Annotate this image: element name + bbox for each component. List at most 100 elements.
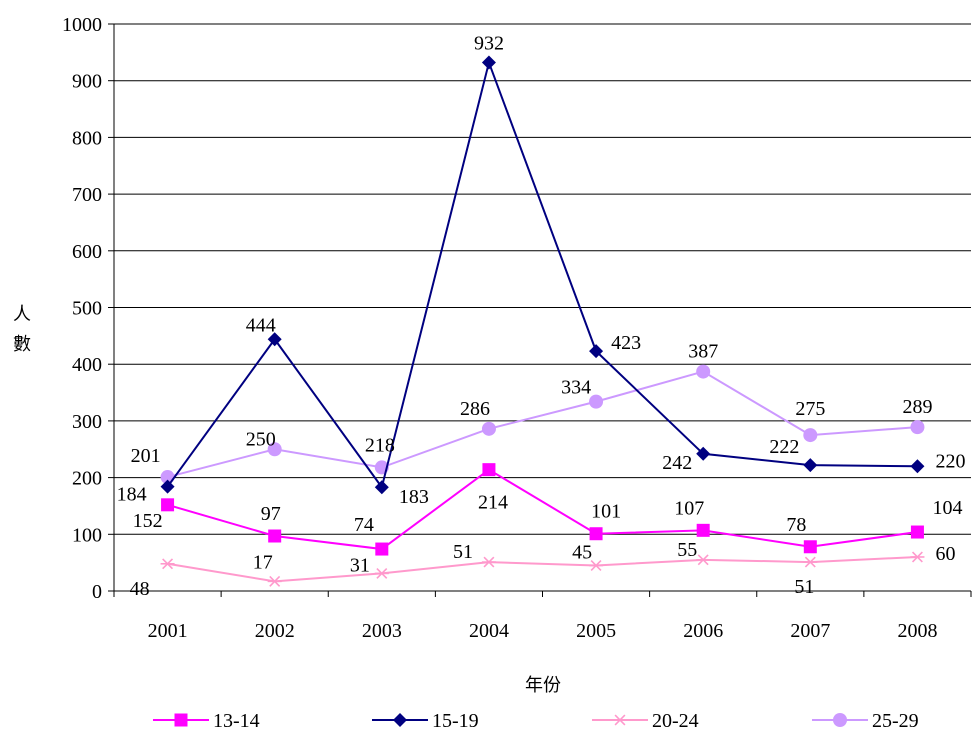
series-15-19: [160, 55, 925, 495]
data-point: [374, 480, 389, 495]
data-point: [910, 420, 925, 435]
y-tick-label: 100: [72, 524, 102, 546]
legend-label: 20-24: [652, 710, 699, 732]
x-tick-label: 2003: [362, 620, 402, 642]
data-label: 48: [130, 578, 150, 600]
y-axis-ticks: 0 100 200 300 400 500 600 700 800 900 1000: [62, 14, 102, 603]
x-tick-label: 2005: [576, 620, 616, 642]
data-point: [803, 556, 818, 568]
data-point: [589, 560, 604, 571]
legend-item-15-19: 15-19: [372, 710, 479, 732]
legend-label: 13-14: [213, 710, 260, 732]
data-point: [696, 364, 711, 379]
legend-label: 15-19: [432, 710, 479, 732]
data-label: 242: [662, 452, 692, 474]
data-label: 78: [786, 514, 806, 536]
data-label: 275: [795, 398, 825, 420]
data-point: [803, 540, 817, 554]
data-label: 97: [261, 503, 281, 525]
legend-label: 25-29: [872, 710, 919, 732]
data-point: [481, 556, 496, 568]
data-point: [696, 446, 711, 461]
y-tick-label: 0: [92, 581, 102, 603]
y-tick-label: 1000: [62, 14, 102, 36]
axes: [108, 23, 972, 597]
data-point: [910, 525, 924, 539]
data-label: 104: [932, 497, 962, 519]
x-tick-label: 2007: [790, 620, 830, 642]
y-tick-label: 900: [72, 71, 102, 93]
series-line: [166, 59, 918, 490]
data-label: 60: [935, 543, 955, 565]
x-axis-title: 年份: [525, 675, 561, 696]
legend-item-25-29: 25-29: [812, 710, 919, 732]
data-label: 387: [688, 341, 718, 363]
series-line: [167, 468, 918, 551]
y-tick-label: 600: [72, 241, 102, 263]
data-label: 220: [935, 450, 965, 472]
data-point: [803, 458, 818, 473]
legend-marker: [393, 713, 407, 727]
x-tick-label: 2008: [897, 620, 937, 642]
data-point: [375, 542, 389, 556]
data-point: [267, 442, 282, 457]
data-point: [374, 567, 389, 579]
data-label: 74: [354, 514, 374, 536]
x-tick-label: 2001: [148, 620, 188, 642]
y-tick-label: 300: [72, 411, 102, 433]
legend: 13-14 15-19 20-24 25-29: [153, 710, 919, 732]
data-label: 31: [350, 554, 370, 576]
data-point: [910, 459, 925, 474]
data-label: 152: [133, 510, 163, 532]
data-point: [161, 498, 175, 512]
data-label: 201: [131, 445, 161, 467]
data-point: [481, 55, 496, 70]
data-label: 286: [460, 398, 490, 420]
data-point: [589, 527, 603, 541]
data-label: 184: [117, 484, 147, 506]
data-point: [482, 463, 496, 477]
x-axis-ticks: 2001 2002 2003 2004 2005 2006 2007 2008: [148, 620, 938, 642]
y-axis-title: 人數: [13, 304, 31, 355]
data-label: 17: [253, 551, 273, 573]
data-point: [910, 551, 925, 563]
series-20-24: [160, 551, 925, 587]
y-tick-label: 400: [72, 354, 102, 376]
data-label: 51: [453, 541, 473, 563]
y-tick-label: 200: [72, 468, 102, 490]
legend-marker: [174, 713, 188, 727]
data-label: 218: [365, 434, 395, 456]
data-point: [696, 523, 710, 537]
data-point: [160, 558, 175, 570]
data-label: 334: [561, 377, 591, 399]
data-label: 107: [674, 497, 704, 519]
data-label: 289: [902, 396, 932, 418]
y-tick-label: 700: [72, 184, 102, 206]
data-label: 51: [794, 576, 814, 598]
legend-marker: [613, 714, 627, 726]
y-tick-label: 500: [72, 298, 102, 320]
x-tick-label: 2004: [469, 620, 509, 642]
data-point: [267, 575, 282, 587]
series-25-29: [160, 364, 925, 485]
legend-marker: [833, 713, 847, 727]
series-layer: [160, 55, 925, 587]
y-tick-label: 800: [72, 127, 102, 149]
data-point: [803, 428, 818, 443]
x-tick-label: 2006: [683, 620, 723, 642]
series-13-14: [161, 463, 924, 556]
data-point: [589, 394, 604, 409]
data-label: 55: [677, 539, 697, 561]
data-label: 250: [246, 428, 276, 450]
data-label: 423: [611, 332, 641, 354]
data-point: [267, 332, 282, 347]
x-tick-label: 2002: [255, 620, 295, 642]
series-line: [167, 370, 918, 479]
legend-item-13-14: 13-14: [153, 710, 260, 732]
data-labels: 152 97 74 214 101 107 78 104 184 444 183 932 423 242 2…: [117, 33, 966, 600]
data-label: 45: [572, 541, 592, 563]
data-point: [481, 421, 496, 436]
data-label: 101: [591, 501, 621, 523]
data-label: 444: [246, 314, 276, 336]
